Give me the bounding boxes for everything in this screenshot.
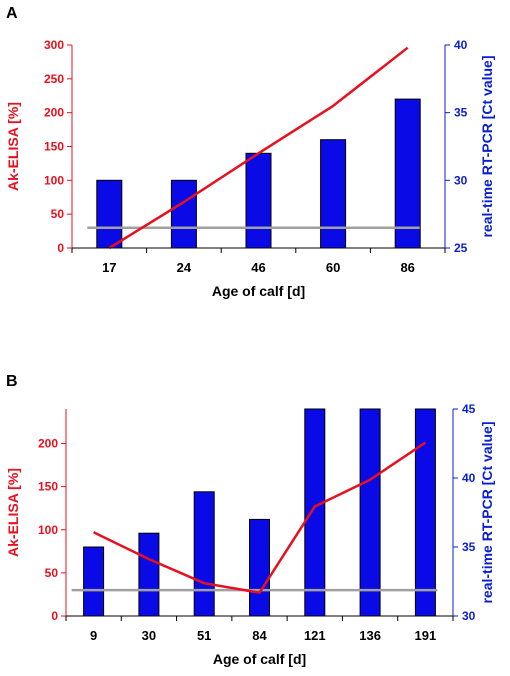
bar-46 bbox=[245, 152, 272, 249]
x-tick-label: 136 bbox=[359, 628, 381, 643]
x-axis-title: Age of calf [d] bbox=[213, 651, 306, 667]
panel-b-letter: B bbox=[6, 373, 18, 390]
right-tick-label: 35 bbox=[454, 106, 468, 120]
right-tick-label: 35 bbox=[462, 540, 476, 554]
bar-17 bbox=[96, 179, 123, 249]
right-tick-label: 40 bbox=[454, 38, 468, 52]
left-axis-title: Ak-ELISA [%] bbox=[5, 468, 21, 557]
elisa-line bbox=[93, 441, 427, 594]
right-tick-label: 30 bbox=[462, 609, 476, 623]
bar-60 bbox=[320, 139, 347, 249]
x-tick-label: 17 bbox=[102, 260, 116, 275]
bar-30 bbox=[138, 532, 160, 617]
bar-136 bbox=[359, 408, 381, 617]
left-tick-label: 0 bbox=[51, 609, 58, 623]
left-tick-label: 250 bbox=[44, 72, 64, 86]
x-tick-label: 9 bbox=[90, 628, 97, 643]
x-tick-label: 86 bbox=[400, 260, 414, 275]
left-tick-label: 100 bbox=[38, 523, 58, 537]
left-tick-label: 200 bbox=[38, 437, 58, 451]
x-tick-label: 46 bbox=[251, 260, 265, 275]
bar-86 bbox=[394, 98, 421, 249]
left-tick-label: 50 bbox=[51, 207, 65, 221]
bar-121 bbox=[304, 408, 326, 617]
left-tick-label: 100 bbox=[44, 173, 64, 187]
left-tick-label: 300 bbox=[44, 38, 64, 52]
bar-84 bbox=[249, 518, 270, 617]
panel-a-letter: A bbox=[6, 5, 18, 22]
right-tick-label: 30 bbox=[454, 173, 468, 187]
bar-24 bbox=[170, 179, 197, 249]
panel-b-chart: 0 50 100 150 200 30 35 40 45 9 30 51 84 121 136 191 Age … bbox=[5, 402, 495, 667]
right-axis-title: real-time RT-PCR [Ct value] bbox=[479, 55, 495, 237]
elisa-line bbox=[108, 46, 409, 250]
left-tick-label: 50 bbox=[45, 566, 59, 580]
x-tick-label: 191 bbox=[415, 628, 437, 643]
left-axis-title: Ak-ELISA [%] bbox=[5, 102, 21, 191]
left-tick-label: 200 bbox=[44, 106, 64, 120]
x-tick-label: 51 bbox=[197, 628, 211, 643]
right-tick-label: 25 bbox=[454, 241, 468, 255]
x-tick-label: 24 bbox=[177, 260, 192, 275]
right-axis-title: real-time RT-PCR [Ct value] bbox=[479, 421, 495, 603]
x-tick-label: 60 bbox=[326, 260, 340, 275]
right-tick-label: 45 bbox=[462, 402, 476, 416]
bar-9 bbox=[83, 546, 105, 617]
x-tick-label: 84 bbox=[252, 628, 267, 643]
left-tick-label: 0 bbox=[57, 241, 64, 255]
left-tick-label: 150 bbox=[44, 140, 64, 154]
bar-51 bbox=[193, 491, 215, 617]
right-tick-label: 40 bbox=[462, 471, 476, 485]
x-axis-title: Age of calf [d] bbox=[212, 283, 305, 299]
panel-a-chart: 0 50 100 150 200 250 300 25 30 35 40 17 24 46 60 86 Age … bbox=[5, 38, 495, 299]
left-tick-label: 150 bbox=[38, 480, 58, 494]
x-tick-label: 30 bbox=[142, 628, 156, 643]
x-tick-label: 121 bbox=[304, 628, 326, 643]
bar-191 bbox=[414, 408, 436, 617]
